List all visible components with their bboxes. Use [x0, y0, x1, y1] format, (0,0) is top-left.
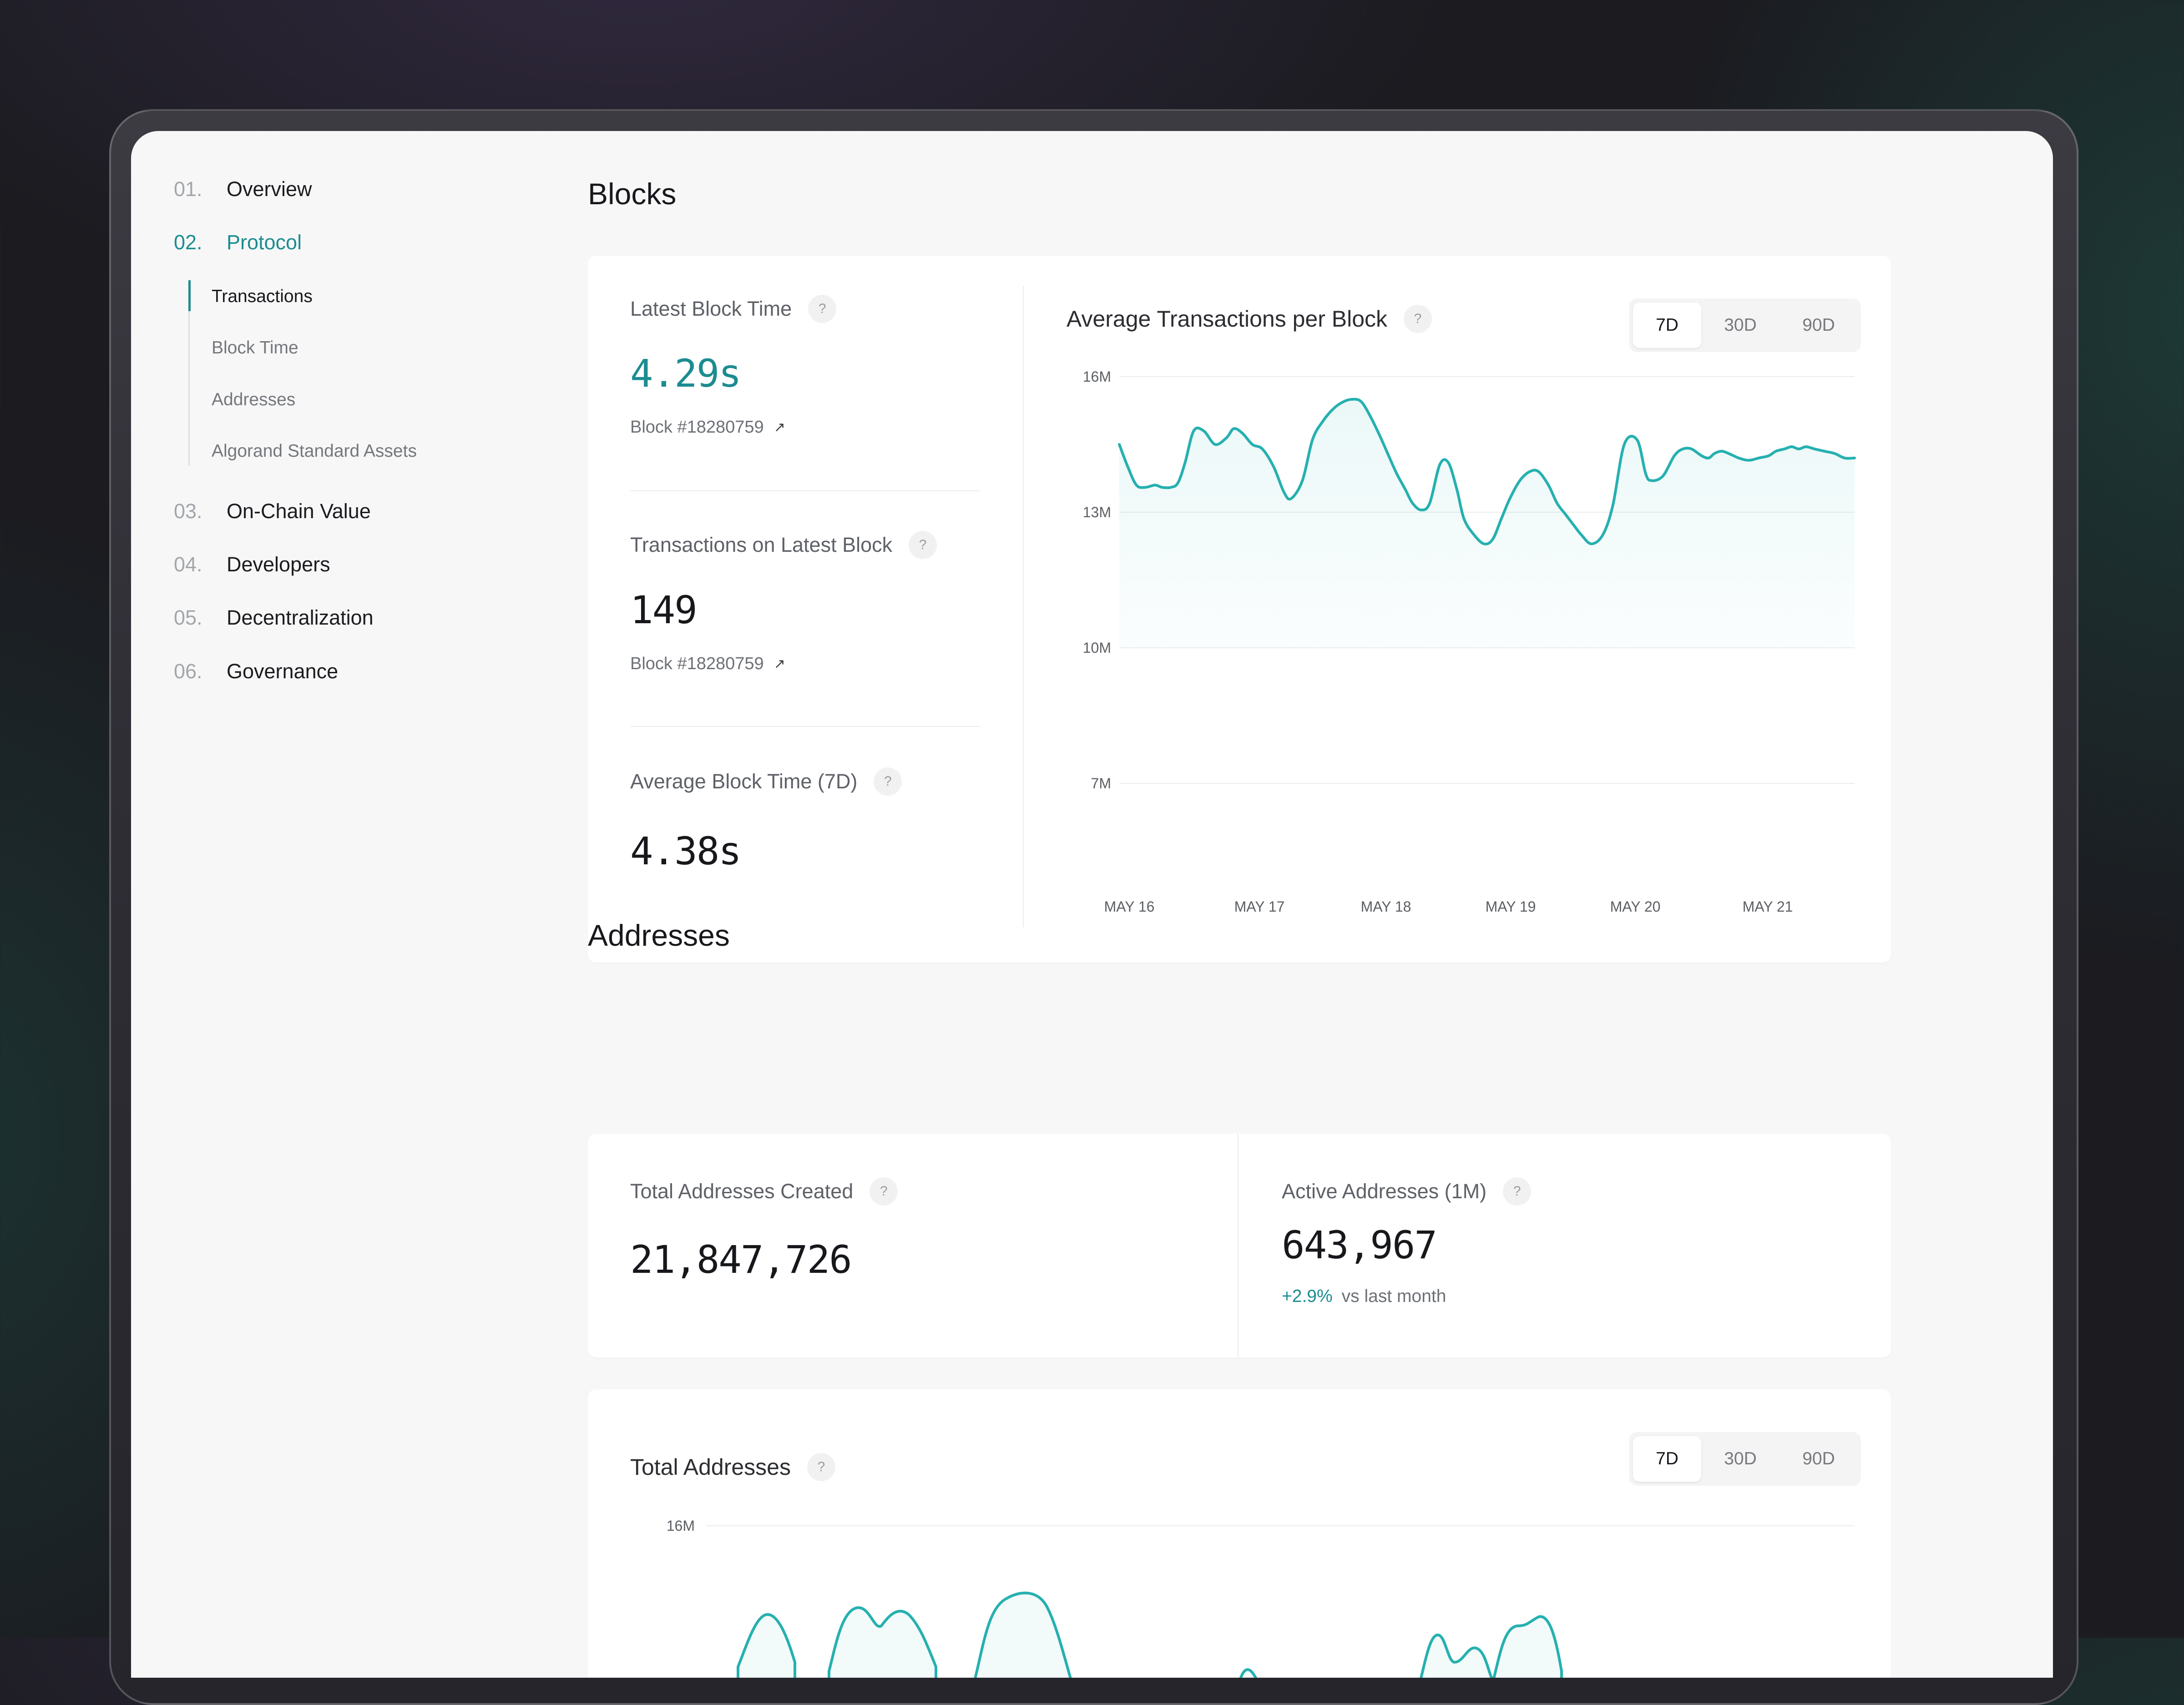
stat-label-text: Active Addresses (1M)	[1282, 1180, 1487, 1203]
y-tick-label: 13M	[1083, 504, 1111, 520]
external-link-icon: ↗	[774, 420, 785, 435]
external-link-icon: ↗	[774, 656, 785, 671]
range-30d-button[interactable]: 30D	[1724, 1449, 1757, 1468]
total-addresses-created-value: 21,847,726	[630, 1237, 852, 1282]
nav-number: 06.	[174, 660, 202, 683]
range-30d-button[interactable]: 30D	[1724, 315, 1757, 335]
chart-area	[828, 1606, 937, 1678]
chart-area	[1239, 1668, 1258, 1678]
sub-nav: Transactions Block Time Addresses Algora…	[188, 280, 463, 466]
y-tick-label: 7M	[1091, 775, 1111, 792]
stat-label-latest-block-time: Latest Block Time ?	[630, 295, 837, 323]
nav-item-protocol[interactable]: 02. Protocol	[174, 231, 302, 254]
nav-item-decentralization[interactable]: 05. Decentralization	[174, 606, 374, 630]
nav-item-governance[interactable]: 06. Governance	[174, 660, 338, 683]
nav-label: Decentralization	[227, 606, 374, 629]
stat-label-text: Total Addresses Created	[630, 1180, 854, 1203]
chart-area	[1119, 399, 1855, 648]
chart-title-text: Average Transactions per Block	[1067, 306, 1388, 332]
chart-series-line	[1118, 398, 1856, 545]
sub-nav-item-algorand-standard-assets[interactable]: Algorand Standard Assets	[212, 441, 417, 461]
chart-area	[737, 1613, 796, 1678]
range-90d-button[interactable]: 90D	[1802, 315, 1835, 335]
x-tick-label: MAY 18	[1361, 898, 1411, 915]
nav-number: 03.	[174, 499, 202, 523]
y-tick-label: 10M	[1083, 640, 1111, 656]
stat-label-tx-latest-block: Transactions on Latest Block ?	[630, 531, 937, 559]
help-icon[interactable]: ?	[874, 767, 902, 796]
x-tick-label: MAY 17	[1234, 898, 1285, 915]
chart-area	[974, 1591, 1072, 1678]
nav-label: On-Chain Value	[227, 499, 371, 523]
range-selector: 7D 30D 90D	[1629, 1432, 1861, 1486]
y-tick-label: 16M	[667, 1518, 695, 1534]
section-title-addresses: Addresses	[588, 918, 730, 952]
stat-label-text: Average Block Time (7D)	[630, 770, 858, 793]
addresses-stats-card: Total Addresses Created ? 21,847,726 Act…	[588, 1134, 1891, 1357]
x-tick-label: MAY 21	[1743, 898, 1793, 915]
section-title-blocks: Blocks	[588, 177, 677, 211]
active-addresses-value: 643,967	[1282, 1223, 1437, 1267]
stat-label-active-addresses: Active Addresses (1M) ?	[1282, 1177, 1532, 1206]
nav-label: Overview	[227, 177, 312, 201]
help-icon[interactable]: ?	[1503, 1177, 1532, 1206]
column-divider	[1023, 286, 1024, 927]
stat-label-avg-block-time: Average Block Time (7D) ?	[630, 767, 902, 796]
nav-number: 02.	[174, 231, 202, 254]
chart-title-text: Total Addresses	[630, 1454, 791, 1480]
app-screen: 01. Overview 02. Protocol Transactions B…	[131, 131, 2053, 1678]
nav-item-developers[interactable]: 04. Developers	[174, 553, 330, 576]
divider	[630, 726, 981, 727]
range-7d-button[interactable]: 7D	[1633, 303, 1701, 348]
sub-nav-item-block-time[interactable]: Block Time	[212, 338, 298, 358]
active-indicator	[188, 280, 191, 311]
stat-label-text: Latest Block Time	[630, 297, 792, 320]
range-7d-button[interactable]: 7D	[1633, 1436, 1701, 1482]
change-value: +2.9%	[1282, 1286, 1333, 1306]
total-addresses-card: Total Addresses ? 7D 30D 90D 16M	[588, 1389, 1891, 1678]
tx-latest-block-value: 149	[630, 588, 698, 632]
nav-number: 01.	[174, 177, 202, 201]
change-indicator: +2.9% vs last month	[1282, 1286, 1446, 1306]
block-link[interactable]: Block #18280759 ↗	[630, 654, 785, 674]
sub-nav-item-transactions[interactable]: Transactions	[212, 287, 313, 306]
x-tick-label: MAY 16	[1104, 898, 1155, 915]
help-icon[interactable]: ?	[870, 1177, 898, 1206]
nav-number: 05.	[174, 606, 202, 629]
chart-title: Total Addresses ?	[630, 1453, 835, 1481]
latest-block-time-value: 4.29s	[630, 351, 742, 396]
nav-label: Protocol	[227, 231, 302, 254]
total-addresses-area-chart: 16M	[667, 1518, 1855, 1678]
help-icon[interactable]: ?	[808, 295, 837, 323]
block-link-text: Block #18280759	[630, 418, 764, 437]
nav-item-on-chain-value[interactable]: 03. On-Chain Value	[174, 499, 371, 523]
y-tick-label: 16M	[1083, 368, 1111, 385]
help-icon[interactable]: ?	[1404, 305, 1432, 333]
x-tick-label: MAY 20	[1610, 898, 1661, 915]
column-divider	[1238, 1134, 1239, 1357]
help-icon[interactable]: ?	[807, 1453, 835, 1481]
avg-block-time-value: 4.38s	[630, 829, 742, 873]
sub-nav-item-addresses[interactable]: Addresses	[212, 390, 296, 409]
nav-item-overview[interactable]: 01. Overview	[174, 177, 312, 201]
chart-area	[1420, 1615, 1563, 1678]
help-icon[interactable]: ?	[909, 531, 937, 559]
stat-label-text: Transactions on Latest Block	[630, 533, 893, 556]
change-note: vs last month	[1341, 1286, 1446, 1306]
x-tick-label: MAY 19	[1486, 898, 1536, 915]
block-link-text: Block #18280759	[630, 654, 764, 673]
block-link[interactable]: Block #18280759 ↗	[630, 418, 785, 437]
tx-line-chart: 16M 13M 10M 7M MAY 16 MAY 17 MAY 18 MAY 19 MAY 2…	[1083, 368, 1856, 915]
nav-number: 04.	[174, 553, 202, 576]
blocks-card: Latest Block Time ? 4.29s Block #1828075…	[588, 256, 1891, 963]
divider	[630, 490, 981, 491]
range-selector: 7D 30D 90D	[1629, 298, 1861, 352]
chart-title: Average Transactions per Block ?	[1067, 305, 1432, 333]
nav-label: Governance	[227, 660, 339, 683]
stat-label-total-addresses-created: Total Addresses Created ?	[630, 1177, 898, 1206]
nav-label: Developers	[227, 553, 330, 576]
range-90d-button[interactable]: 90D	[1802, 1449, 1835, 1468]
